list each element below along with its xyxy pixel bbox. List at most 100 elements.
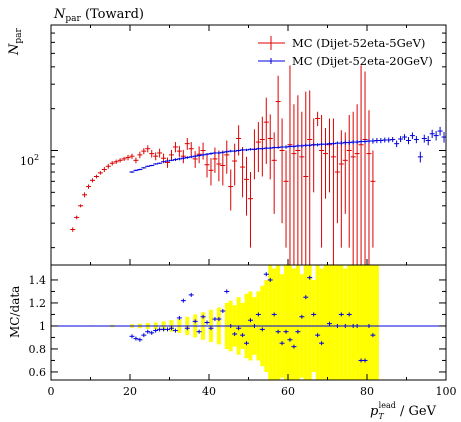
data-point — [362, 139, 368, 144]
ratio-point — [303, 295, 309, 300]
ratio-point — [319, 341, 325, 346]
data-point — [168, 159, 174, 162]
data-point — [307, 90, 313, 265]
data-point — [200, 142, 206, 160]
data-point — [208, 158, 214, 186]
ratio-point — [236, 326, 242, 331]
data-point — [342, 132, 348, 214]
ratio-point — [279, 341, 285, 346]
data-point — [346, 140, 352, 145]
band-segment — [331, 265, 336, 380]
band-segment — [288, 265, 292, 380]
ratio-point — [141, 333, 147, 338]
data-point — [224, 150, 230, 153]
ratio-point — [168, 326, 174, 331]
data-point — [255, 122, 261, 173]
top-axis-ticks — [50, 24, 447, 265]
ratio-point — [362, 358, 368, 363]
data-point — [188, 155, 194, 159]
data-point — [409, 132, 415, 139]
data-point — [338, 141, 344, 146]
data-point — [180, 149, 186, 164]
band-segment — [359, 265, 364, 380]
data-point — [354, 140, 360, 145]
data-point — [279, 118, 285, 224]
ratio-point — [129, 334, 135, 339]
data-point — [295, 95, 301, 265]
data-point — [275, 146, 281, 149]
ratio-point — [342, 323, 348, 328]
data-point — [82, 192, 88, 198]
ratio-point — [200, 314, 206, 319]
band-segment — [295, 265, 300, 380]
data-point — [402, 134, 408, 141]
data-point — [74, 215, 80, 220]
band-segment — [303, 265, 308, 380]
band-segment — [291, 268, 296, 380]
data-point — [275, 75, 281, 148]
data-point — [433, 131, 439, 141]
data-point — [157, 162, 163, 164]
data-point — [97, 171, 103, 175]
band-segment — [276, 265, 281, 380]
data-point — [330, 142, 336, 146]
band-segment — [272, 268, 277, 380]
ratio-point — [172, 328, 178, 333]
ratio-point — [196, 329, 202, 334]
data-point — [287, 65, 293, 265]
y-tick-label: 1.4 — [29, 274, 47, 287]
ratio-point — [165, 327, 171, 332]
data-point — [299, 111, 305, 265]
data-point — [413, 136, 419, 144]
ratio-point — [315, 333, 321, 338]
series-1 — [129, 126, 447, 173]
ratio-point — [192, 319, 198, 324]
ratio-point — [263, 272, 269, 277]
data-point — [188, 142, 194, 157]
x-tick-label: 40 — [202, 385, 216, 398]
data-point — [200, 153, 206, 157]
band-segment — [307, 265, 312, 380]
data-point — [251, 148, 257, 151]
data-point — [153, 163, 159, 165]
data-point — [240, 146, 246, 198]
ratio-point — [153, 328, 159, 333]
ratio-point — [334, 323, 340, 328]
ratio-point — [267, 277, 273, 282]
x-tick-label: 100 — [436, 385, 457, 398]
data-point — [176, 145, 182, 157]
data-point — [244, 156, 250, 216]
data-point — [319, 115, 325, 248]
data-point — [105, 163, 111, 169]
data-point — [165, 157, 171, 168]
data-point — [251, 129, 257, 180]
data-point — [117, 158, 123, 163]
data-point — [157, 148, 163, 158]
ratio-point — [184, 326, 190, 331]
data-point — [129, 171, 135, 173]
data-point — [326, 118, 332, 193]
ratio-panel: MC/data 0 20 40 60 80 100 0.6 0.8 1 1.2 1.4 pTlead… — [8, 264, 457, 421]
y-tick-label: 0.8 — [29, 343, 47, 356]
data-point — [421, 134, 427, 143]
band-segment — [355, 265, 360, 380]
data-point — [216, 151, 222, 155]
band-segment — [374, 265, 379, 380]
data-point — [338, 130, 344, 248]
data-point — [145, 165, 151, 168]
data-point — [176, 157, 182, 161]
data-point — [133, 169, 139, 172]
data-point — [354, 104, 360, 265]
data-point — [149, 164, 155, 167]
data-point — [70, 227, 76, 232]
data-point — [180, 156, 186, 160]
ratio-point — [244, 341, 250, 346]
data-point — [141, 167, 147, 169]
data-point — [153, 152, 159, 161]
data-point — [184, 156, 190, 159]
ratio-point — [366, 323, 372, 328]
data-point — [358, 65, 364, 265]
ratio-point — [216, 317, 222, 322]
ratio-point — [311, 312, 317, 317]
ratio-point — [137, 337, 143, 342]
